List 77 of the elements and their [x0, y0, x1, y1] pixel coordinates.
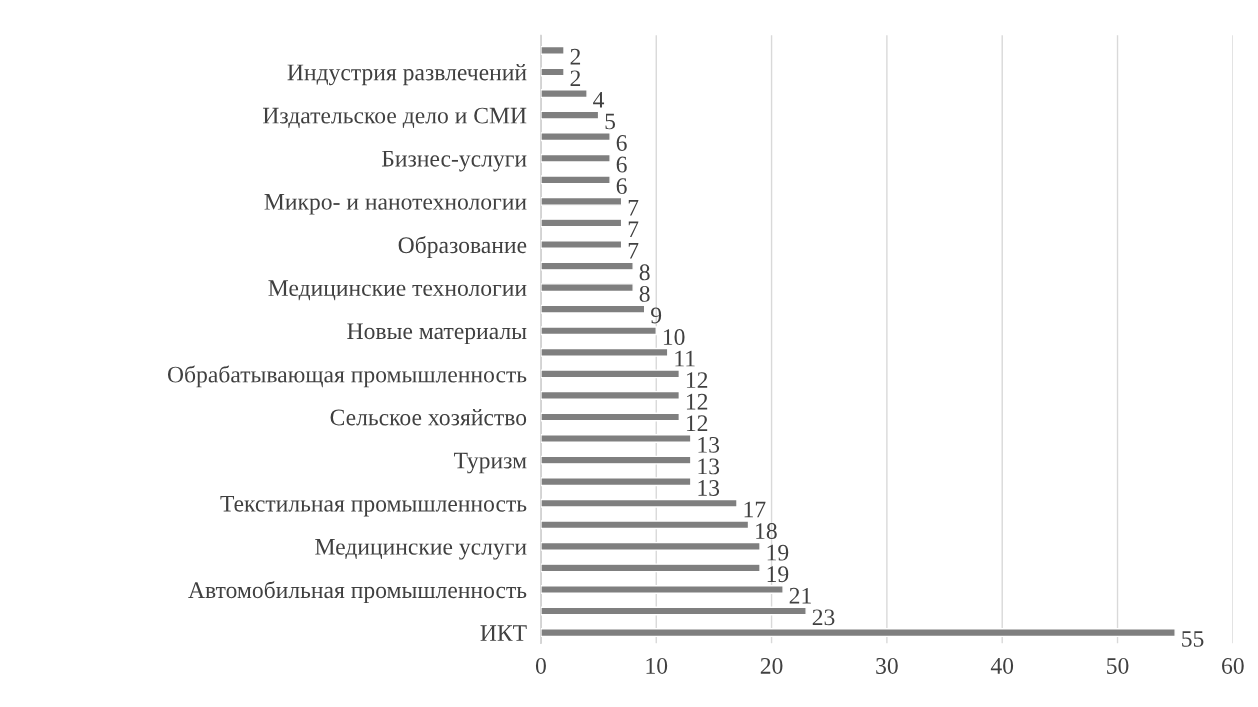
y-tick-label: Индустрия развлечений [287, 64, 527, 86]
data-label: 55 [1182, 631, 1204, 647]
data-label: 10 [663, 329, 685, 345]
data-label: 19 [767, 566, 789, 583]
data-label: 2 [570, 70, 581, 87]
data-label: 23 [812, 609, 835, 626]
bar [540, 455, 692, 465]
data-label: 13 [698, 458, 720, 475]
x-tick-label: 40 [990, 657, 1014, 674]
data-label: 18 [756, 523, 777, 540]
bar [540, 628, 1176, 638]
data-label: 2 [570, 48, 581, 65]
bar [540, 240, 623, 249]
data-label: 11 [675, 350, 695, 367]
data-label: 21 [789, 587, 811, 604]
bar [540, 498, 738, 508]
data-label: 6 [616, 156, 627, 173]
data-label: 12 [686, 415, 708, 431]
bar [540, 283, 634, 293]
data-label: 13 [698, 436, 720, 453]
data-label: 19 [767, 544, 789, 561]
data-label: 6 [616, 178, 627, 195]
y-tick-label: Образование [398, 236, 527, 258]
data-label: 8 [639, 264, 650, 281]
y-tick-label: Обрабатывающая промышленность [167, 365, 527, 388]
data-label: 12 [686, 372, 708, 388]
bar [540, 110, 600, 120]
bar [540, 218, 623, 228]
bar [540, 304, 646, 314]
x-tick-label: 10 [646, 657, 668, 674]
x-tick-label: 20 [760, 657, 783, 674]
y-tick-label: Туризм [454, 452, 527, 474]
bar [540, 563, 761, 573]
bar [540, 67, 565, 77]
y-tick-label: Сельское хозяйство [330, 409, 527, 426]
bar [540, 132, 611, 142]
y-tick-label: Микро- и нанотехнологии [264, 194, 527, 215]
data-label: 5 [605, 113, 616, 130]
data-label: 6 [616, 135, 627, 151]
data-label: 12 [686, 393, 708, 410]
x-tick-label: 30 [876, 657, 898, 674]
bar [540, 520, 750, 530]
y-tick-label: ИКТ [480, 625, 527, 641]
bar [540, 584, 784, 594]
data-label: 9 [651, 307, 662, 324]
bar [540, 326, 657, 336]
data-label: 8 [639, 285, 650, 302]
data-label: 13 [698, 480, 720, 496]
y-tick-label: Новые материалы [347, 323, 527, 344]
bar [540, 261, 634, 271]
x-tick-label: 60 [1222, 657, 1244, 674]
bar [540, 347, 669, 357]
y-tick-label: Автомобильная промышленность [188, 581, 527, 603]
data-label: 4 [593, 92, 605, 108]
y-tick-label: Текстильная промышленность [220, 495, 527, 517]
y-tick-label: Медицинские технологии [268, 280, 527, 301]
bar [540, 369, 681, 379]
data-label: 7 [628, 243, 639, 259]
x-tick-label: 0 [535, 657, 546, 674]
bar [540, 434, 692, 444]
y-tick-label: Медицинские услуги [315, 539, 527, 560]
bar [540, 412, 681, 422]
x-tick-label: 50 [1107, 657, 1129, 674]
y-tick-label: Бизнес-услуги [381, 150, 527, 172]
bar [540, 390, 681, 400]
data-label: 17 [744, 501, 766, 518]
bar [540, 196, 623, 206]
y-tick-label: Издательское дело и СМИ [262, 107, 527, 128]
bar [540, 45, 565, 55]
bar [540, 606, 807, 616]
data-label: 7 [628, 199, 639, 216]
bar [540, 89, 588, 99]
bar [540, 477, 692, 487]
bar [540, 153, 611, 163]
bar [540, 175, 611, 185]
bar [540, 541, 761, 551]
data-label: 7 [628, 221, 639, 237]
